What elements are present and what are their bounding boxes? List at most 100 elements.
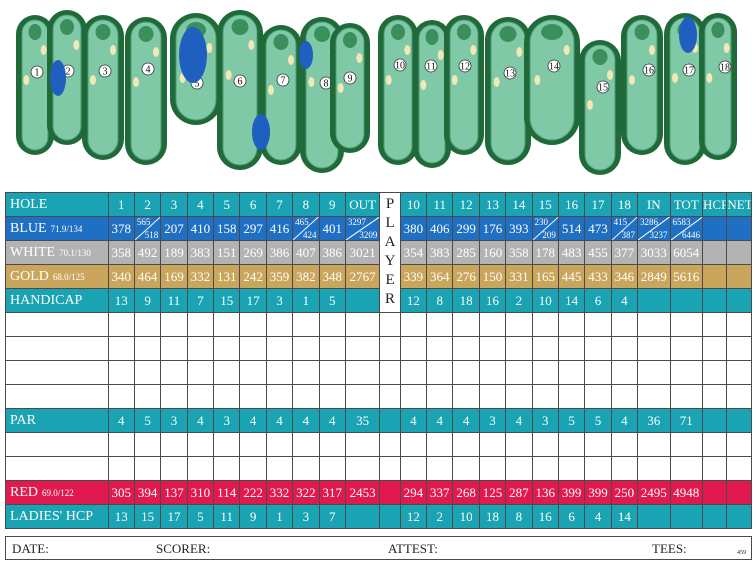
score-cell[interactable] <box>239 384 267 409</box>
score-cell[interactable] <box>701 384 728 409</box>
score-cell[interactable] <box>610 360 639 385</box>
score-cell[interactable] <box>584 360 612 385</box>
score-cell[interactable] <box>239 336 267 361</box>
score-cell[interactable] <box>107 336 135 361</box>
score-cell[interactable] <box>531 432 559 457</box>
score-cell[interactable] <box>557 432 586 457</box>
score-cell[interactable] <box>669 432 703 457</box>
score-cell[interactable] <box>726 336 752 361</box>
score-cell[interactable] <box>107 456 135 481</box>
score-cell[interactable] <box>212 360 241 385</box>
score-cell[interactable] <box>239 432 267 457</box>
score-cell[interactable] <box>452 336 480 361</box>
score-cell[interactable] <box>107 360 135 385</box>
score-cell[interactable] <box>426 432 454 457</box>
score-cell[interactable] <box>505 456 533 481</box>
score-cell[interactable] <box>160 312 188 337</box>
score-cell[interactable] <box>426 360 454 385</box>
row-label[interactable] <box>5 360 109 385</box>
row-label[interactable] <box>5 384 109 409</box>
score-cell[interactable] <box>318 432 346 457</box>
score-cell[interactable] <box>531 360 559 385</box>
score-cell[interactable] <box>186 384 215 409</box>
score-cell[interactable] <box>584 384 612 409</box>
score-cell[interactable] <box>584 432 612 457</box>
row-label[interactable] <box>5 336 109 361</box>
score-cell[interactable] <box>726 312 752 337</box>
score-cell[interactable] <box>265 360 294 385</box>
score-cell[interactable] <box>265 312 294 337</box>
score-cell[interactable] <box>186 312 215 337</box>
score-cell[interactable] <box>399 456 428 481</box>
score-cell[interactable] <box>133 456 162 481</box>
score-cell[interactable] <box>107 312 135 337</box>
score-cell[interactable] <box>452 312 480 337</box>
score-cell[interactable] <box>160 360 188 385</box>
score-cell[interactable] <box>505 336 533 361</box>
score-cell[interactable] <box>637 336 671 361</box>
score-cell[interactable] <box>557 456 586 481</box>
score-cell[interactable] <box>399 336 428 361</box>
score-cell[interactable] <box>426 384 454 409</box>
score-cell[interactable] <box>160 384 188 409</box>
score-cell[interactable] <box>505 360 533 385</box>
score-cell[interactable] <box>212 312 241 337</box>
score-cell[interactable] <box>160 336 188 361</box>
score-cell[interactable] <box>265 336 294 361</box>
row-label[interactable] <box>5 456 109 481</box>
score-cell[interactable] <box>186 360 215 385</box>
score-cell[interactable] <box>318 360 346 385</box>
score-cell[interactable] <box>133 384 162 409</box>
score-cell[interactable] <box>478 432 507 457</box>
score-cell[interactable] <box>239 456 267 481</box>
score-cell[interactable] <box>726 384 752 409</box>
score-cell[interactable] <box>133 432 162 457</box>
score-cell[interactable] <box>637 432 671 457</box>
score-cell[interactable] <box>610 456 639 481</box>
score-cell[interactable] <box>344 360 381 385</box>
score-cell[interactable] <box>610 384 639 409</box>
score-cell[interactable] <box>478 336 507 361</box>
score-cell[interactable] <box>669 456 703 481</box>
score-cell[interactable] <box>318 336 346 361</box>
score-cell[interactable] <box>637 312 671 337</box>
score-cell[interactable] <box>292 336 320 361</box>
score-cell[interactable] <box>344 456 381 481</box>
score-cell[interactable] <box>212 456 241 481</box>
score-cell[interactable] <box>133 312 162 337</box>
score-cell[interactable] <box>452 384 480 409</box>
score-cell[interactable] <box>133 360 162 385</box>
score-cell[interactable] <box>557 384 586 409</box>
score-cell[interactable] <box>452 360 480 385</box>
score-cell[interactable] <box>669 384 703 409</box>
score-cell[interactable] <box>531 384 559 409</box>
score-cell[interactable] <box>557 312 586 337</box>
score-cell[interactable] <box>726 456 752 481</box>
score-cell[interactable] <box>344 384 381 409</box>
score-cell[interactable] <box>265 456 294 481</box>
score-cell[interactable] <box>584 312 612 337</box>
score-cell[interactable] <box>531 456 559 481</box>
score-cell[interactable] <box>478 456 507 481</box>
row-label[interactable] <box>5 432 109 457</box>
score-cell[interactable] <box>344 432 381 457</box>
score-cell[interactable] <box>344 336 381 361</box>
score-cell[interactable] <box>186 432 215 457</box>
score-cell[interactable] <box>701 360 728 385</box>
score-cell[interactable] <box>399 312 428 337</box>
score-cell[interactable] <box>265 384 294 409</box>
score-cell[interactable] <box>426 336 454 361</box>
score-cell[interactable] <box>557 336 586 361</box>
score-cell[interactable] <box>318 312 346 337</box>
score-cell[interactable] <box>186 456 215 481</box>
score-cell[interactable] <box>107 432 135 457</box>
score-cell[interactable] <box>292 384 320 409</box>
score-cell[interactable] <box>701 432 728 457</box>
score-cell[interactable] <box>292 312 320 337</box>
score-cell[interactable] <box>701 336 728 361</box>
score-cell[interactable] <box>399 432 428 457</box>
score-cell[interactable] <box>318 456 346 481</box>
score-cell[interactable] <box>186 336 215 361</box>
score-cell[interactable] <box>726 432 752 457</box>
score-cell[interactable] <box>505 432 533 457</box>
